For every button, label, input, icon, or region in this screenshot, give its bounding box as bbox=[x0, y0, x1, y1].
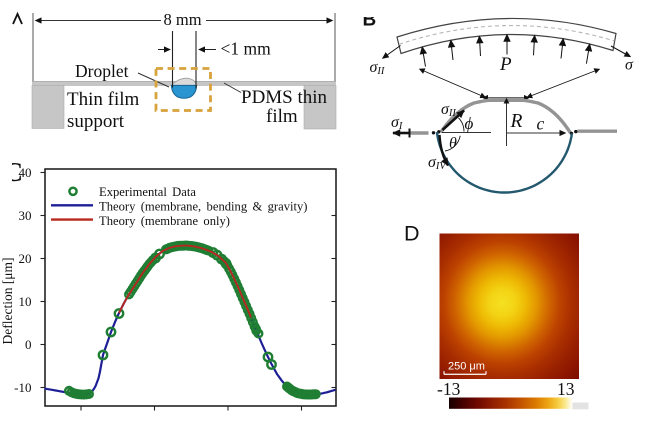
svg-text:Experimental Data: Experimental Data bbox=[99, 185, 196, 199]
svg-text:σII: σII bbox=[370, 59, 385, 77]
svg-text:support: support bbox=[67, 111, 125, 132]
svg-text:-10: -10 bbox=[14, 380, 31, 395]
svg-text:40: 40 bbox=[19, 165, 32, 180]
svg-text:R: R bbox=[510, 111, 523, 132]
svg-text:ϕ: ϕ bbox=[465, 114, 474, 133]
svg-text:σ: σ bbox=[625, 57, 634, 74]
svg-text:θ: θ bbox=[449, 135, 457, 152]
svg-text:Theory (membrane only): Theory (membrane only) bbox=[99, 214, 230, 228]
svg-text:20: 20 bbox=[19, 251, 32, 266]
svg-text:8 mm: 8 mm bbox=[164, 10, 202, 29]
svg-text:0: 0 bbox=[25, 337, 32, 352]
svg-text:B: B bbox=[363, 10, 377, 31]
svg-text:PDMS thin: PDMS thin bbox=[241, 87, 328, 108]
svg-text:film: film bbox=[266, 106, 298, 127]
svg-text:10: 10 bbox=[19, 294, 32, 309]
svg-text:P: P bbox=[499, 54, 512, 75]
svg-text:<1 mm: <1 mm bbox=[221, 39, 272, 59]
svg-text:σII: σII bbox=[441, 101, 456, 119]
svg-text:c: c bbox=[537, 114, 545, 134]
svg-text:30: 30 bbox=[19, 208, 32, 223]
svg-text:D: D bbox=[404, 222, 420, 246]
svg-text:σI: σI bbox=[391, 114, 403, 132]
svg-text:Deflection [μm]: Deflection [μm] bbox=[0, 257, 15, 344]
svg-text:250 μm: 250 μm bbox=[448, 360, 485, 372]
svg-text:13: 13 bbox=[557, 379, 575, 399]
svg-text:Droplet: Droplet bbox=[75, 61, 129, 81]
svg-text:Thin film: Thin film bbox=[67, 89, 140, 110]
svg-text:C: C bbox=[4, 157, 24, 187]
svg-text:Theory (membrane, bending & gr: Theory (membrane, bending & gravity) bbox=[99, 200, 308, 214]
svg-text:-13: -13 bbox=[437, 379, 461, 399]
